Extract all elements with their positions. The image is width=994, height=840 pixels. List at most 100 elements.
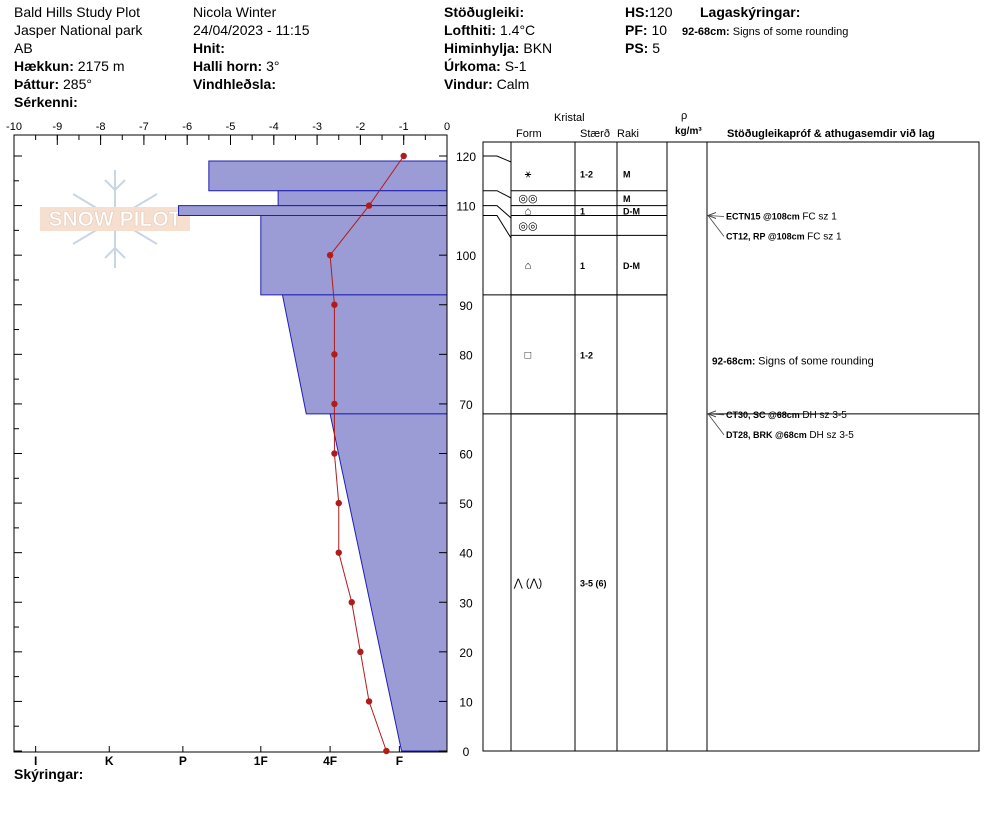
snowpilot-watermark: SNOW PILOT [40,170,190,268]
aspect: Þáttur: 285° [14,76,92,92]
stability-test: ECTN15 @108cm FC sz 1 [726,212,837,223]
moisture-header: Raki [617,128,640,140]
temperature-point [348,599,355,606]
layer-size: 1 [580,207,585,217]
height-tick-label: 10 [459,695,473,709]
hardness-label: P [179,754,187,768]
svg-text:SNOW PILOT: SNOW PILOT [49,208,182,231]
height-tick-label: 70 [459,398,473,412]
temperature-point [383,747,390,755]
layer-connector [483,155,512,163]
layer-size: 1-2 [580,350,593,360]
height-tick-label: 30 [459,596,473,610]
hardness-layer-5 [281,294,448,415]
coords-label: Hnit: [193,40,225,56]
temp-tick-label: -1 [399,121,409,133]
layer-size: 3-5 (6) [580,578,607,588]
temp-tick-label: -2 [356,121,366,133]
height-tick-label: 50 [459,497,473,511]
layer-moisture: D-M [623,261,640,271]
test-pointer [706,212,725,219]
wind-loading-label: Vindhleðsla: [193,76,276,92]
hardness-layer-1 [208,160,448,192]
temp-tick-label: 0 [444,121,450,133]
slope: Halli horn: 3° [193,58,280,74]
observer: Nicola Winter [193,4,277,20]
precipitation: Úrkoma: S-1 [444,58,527,74]
temperature-point [326,251,334,259]
height-tick-label: 100 [456,249,476,263]
hardness-layer-6 [329,413,448,752]
layer-form: ⚹ [525,168,532,180]
stability-test: DT28, BRK @68cm DH sz 3-5 [726,430,854,441]
temp-tick-label: -3 [312,121,322,133]
hardness-layer-3 [178,205,448,216]
height-tick-label: 110 [456,200,475,214]
layer-form: ⌂ [525,206,532,218]
temp-tick-label: -10 [6,121,22,133]
layer-moisture: M [623,169,631,179]
layer-form: ⌂ [525,260,532,272]
test-pointer [706,410,725,436]
height-tick-label: 120 [456,150,476,164]
hardness-label: K [105,754,114,768]
height-tick-label: 60 [459,448,473,462]
special-label: Sérkenni: [14,94,78,110]
stability-label: Stöðugleiki: [444,4,525,20]
hardness-label: F [396,754,403,768]
temperature-point [331,450,338,457]
layer-moisture: M [623,194,631,204]
layer-size: 1-2 [580,169,593,179]
height-tick-label: 40 [459,547,473,561]
temp-tick-label: -6 [182,121,192,133]
rho-header: ρ [681,110,688,122]
layer-connector [483,190,512,199]
layer-moisture: D-M [623,207,640,217]
layer-form: ⋀ (⋀) [513,577,542,589]
layer-form: ◎◎ [518,193,537,205]
density-unit: kg/m³ [675,126,702,137]
temp-tick-label: -9 [52,121,62,133]
temperature-point [331,301,338,308]
temp-tick-label: -5 [226,121,236,133]
crystal-header: Kristal [554,112,585,124]
wind: Vindur: Calm [444,76,530,92]
temperature-point [365,202,373,209]
hs-value: HS:120 [625,4,673,20]
height-tick-label: 90 [459,299,473,313]
hardness-label: I [34,754,37,768]
size-header: Stærð [580,128,610,140]
temp-tick-label: -4 [269,121,279,133]
tests-header: Stöðugleikapróf & athugasemdir við lag [727,128,935,140]
temperature-point [331,400,338,408]
height-tick-label: 0 [463,745,470,759]
layer-size: 1 [580,261,585,271]
temperature-point [400,152,407,160]
temperature-point [335,549,342,556]
stability-test: CT12, RP @108cm FC sz 1 [726,232,842,243]
layer-table-frame [482,141,980,752]
layer-connector [483,205,512,219]
hardness-layer-4 [260,215,448,296]
height-tick-label: 80 [459,348,473,362]
datetime: 24/04/2023 - 11:15 [193,22,310,38]
layer-note: 92-68cm: Signs of some rounding [682,26,849,38]
form-header: Form [516,128,542,140]
layer-notes-label: Lagaskýringar: [700,4,801,20]
park-name: Jasper National park [14,22,143,38]
layer-form: □ [525,349,532,361]
location-name: Bald Hills Study Plot [14,4,141,20]
stability-test: CT30, SC @68cm DH sz 3-5 [726,410,847,421]
temp-tick-label: -7 [139,121,149,133]
temperature-point [331,351,338,358]
elevation: Hækkun: 2175 m [14,58,125,74]
pf-value: PF: 10 [625,22,668,38]
province: AB [14,40,33,56]
layer-comment: 92-68cm: Signs of some rounding [712,355,874,367]
test-pointer [706,212,725,237]
temperature-point [357,648,364,656]
notes-label: Skýringar: [14,766,84,782]
temperature-point [335,499,342,507]
sky-cover: Himinhylja: BKN [444,40,553,56]
